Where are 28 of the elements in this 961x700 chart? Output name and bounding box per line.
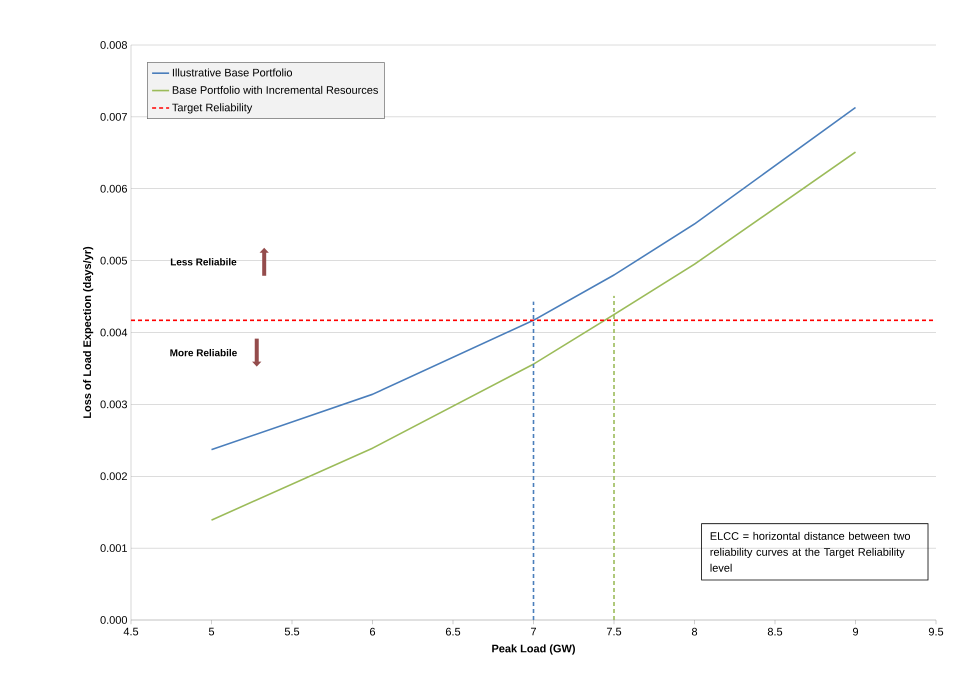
x-tick-label: 4.5 xyxy=(124,628,138,636)
x-tick-label: 6.5 xyxy=(446,628,460,636)
x-tick-label: 8.5 xyxy=(768,628,782,636)
x-tick-label: 5 xyxy=(208,628,214,636)
x-tick-label: 7 xyxy=(531,628,536,636)
y-tick-label: 0.003 xyxy=(100,400,127,408)
x-tick-label: 5.5 xyxy=(284,628,300,636)
x-tick-label: 6 xyxy=(370,628,376,636)
y-tick-label: 0.002 xyxy=(100,472,127,480)
x-tick-label: 9.5 xyxy=(928,628,944,636)
y-tick-label: 0.004 xyxy=(100,328,128,336)
x-tick-label: 8 xyxy=(692,628,698,636)
x-tick-label: 9 xyxy=(852,628,858,636)
x-tick-label: 7.5 xyxy=(606,628,622,636)
y-tick-label: 0.000 xyxy=(100,616,128,624)
annotation: Less Reliabile xyxy=(170,258,236,266)
legend-label: Target Reliability xyxy=(172,103,252,114)
legend-label: Illustrative Base Portfolio xyxy=(172,68,292,76)
y-axis-title: Loss of Load Expection (days/yr) xyxy=(83,246,94,418)
legend-label: Base Portfolio with Incremental Resources xyxy=(172,86,378,94)
y-tick-label: 0.001 xyxy=(100,544,127,552)
x-axis-title: Peak Load (GW) xyxy=(492,644,575,655)
y-tick-label: 0.007 xyxy=(100,113,127,121)
y-tick-label: 0.005 xyxy=(100,256,128,265)
y-tick-label: 0.008 xyxy=(100,41,127,49)
y-tick-label: 0.006 xyxy=(100,184,127,193)
annotation: More Reliabile xyxy=(170,348,237,356)
annotation: ELCC = horizontal distance between two reliability curves at the Target Reliability level xyxy=(710,532,910,572)
